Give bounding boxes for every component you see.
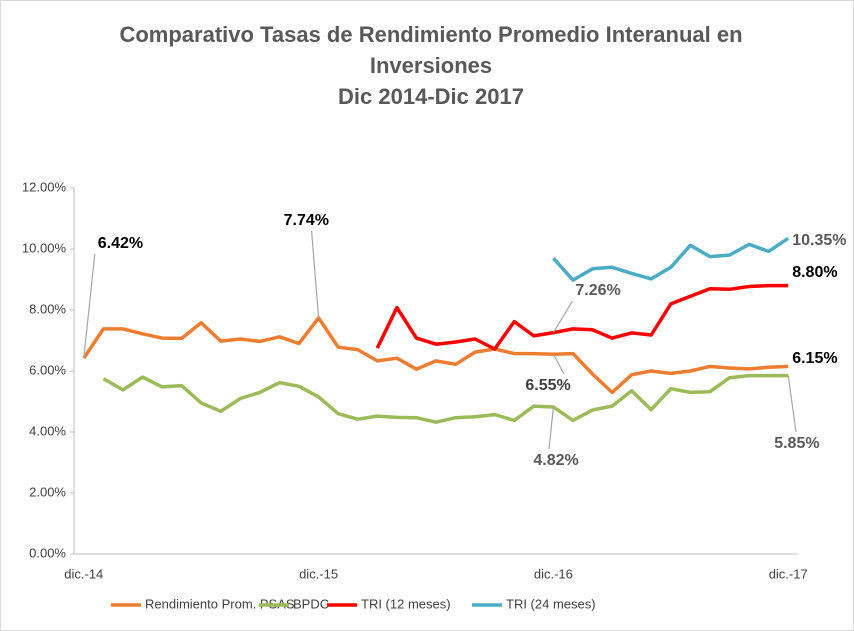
data-label: 7.74% — [284, 212, 329, 229]
series-line — [552, 236, 790, 282]
x-tick-label: dic.-15 — [299, 566, 338, 581]
y-tick-label: 8.00% — [29, 301, 66, 316]
x-tick-label: dic.-14 — [64, 566, 103, 581]
data-label: 8.80% — [792, 264, 837, 281]
leader-line — [552, 300, 573, 333]
leader-line — [310, 230, 320, 318]
data-label: 7.26% — [575, 282, 620, 299]
data-label: 10.35% — [792, 232, 846, 249]
series-line — [102, 373, 789, 424]
legend-label: BPDC — [293, 596, 329, 611]
legend-label: TRI (12 meses) — [361, 596, 451, 611]
leader-line — [548, 406, 555, 450]
legend-label: Rendimiento Prom. PSAS — [145, 596, 295, 611]
y-tick-label: 2.00% — [29, 484, 66, 499]
chart-subtitle: Dic 2014-Dic 2017 — [338, 84, 524, 109]
x-tick-label: dic.-16 — [534, 566, 573, 581]
chart-title-block: Comparativo Tasas de Rendimiento Promedi… — [91, 19, 771, 112]
y-tick-label: 10.00% — [22, 240, 67, 255]
data-label: 6.42% — [98, 235, 143, 252]
y-tick-label: 6.00% — [29, 362, 66, 377]
leader-line — [787, 375, 797, 433]
x-tick-label: dic.-17 — [769, 566, 808, 581]
series-line — [375, 283, 789, 351]
series-line — [82, 316, 789, 395]
data-label: 6.55% — [525, 377, 570, 394]
leader-line — [552, 353, 565, 375]
chart-title: Comparativo Tasas de Rendimiento Promedi… — [119, 22, 743, 78]
y-tick-label: 12.00% — [22, 179, 67, 194]
data-label: 6.15% — [792, 350, 837, 367]
y-tick-label: 0.00% — [29, 545, 66, 560]
leader-line — [83, 253, 96, 359]
y-tick-label: 4.00% — [29, 423, 66, 438]
legend-label: TRI (24 meses) — [506, 596, 596, 611]
data-label: 5.85% — [774, 435, 819, 452]
data-label: 4.82% — [533, 452, 578, 469]
